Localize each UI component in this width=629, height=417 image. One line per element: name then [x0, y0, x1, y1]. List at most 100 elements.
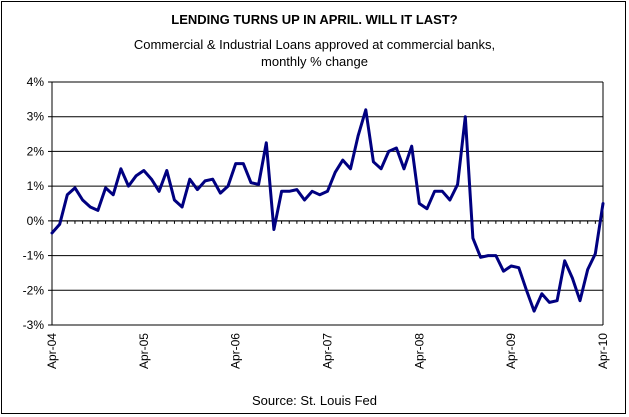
data-point	[96, 209, 100, 212]
data-point	[50, 231, 54, 235]
data-point	[265, 141, 268, 144]
chart-title: LENDING TURNS UP IN APRIL. WILL IT LAST?	[171, 12, 458, 27]
data-point	[165, 169, 168, 172]
data-point	[203, 179, 207, 183]
data-point	[509, 264, 513, 268]
chart-source: Source: St. Louis Fed	[251, 393, 377, 408]
data-point	[310, 190, 314, 193]
data-point	[211, 178, 214, 181]
x-tick-label: Apr-04	[45, 333, 59, 369]
data-point	[280, 190, 283, 193]
data-point	[226, 184, 230, 188]
data-point	[242, 162, 245, 165]
y-tick-label: 3%	[27, 110, 45, 124]
data-point	[112, 193, 115, 197]
data-point	[379, 167, 383, 170]
data-point	[89, 205, 92, 209]
data-point	[433, 190, 436, 193]
data-point	[196, 188, 199, 191]
x-tick-label: Apr-05	[137, 333, 151, 369]
chart-subtitle-line-1: Commercial & Industrial Loans approved a…	[133, 37, 496, 52]
data-point	[173, 198, 176, 202]
data-point	[601, 202, 605, 205]
data-point	[119, 167, 123, 170]
x-tick-label: Apr-06	[229, 333, 243, 369]
data-point	[594, 252, 597, 256]
data-point	[303, 198, 306, 202]
data-point	[540, 292, 543, 295]
y-tick-labels: -3% -2% -1% 0% 1% 2% 3% 4%	[23, 75, 45, 332]
data-point	[502, 269, 505, 273]
data-point	[586, 268, 589, 271]
data-point	[295, 188, 299, 191]
x-tick-label: Apr-09	[504, 333, 518, 369]
data-point	[441, 190, 444, 193]
chart-subtitle-line-2: monthly % change	[261, 54, 368, 69]
data-point	[134, 174, 138, 177]
x-tick-label: Apr-07	[321, 333, 335, 369]
y-tick-label: -1%	[23, 249, 45, 263]
data-point	[532, 309, 536, 313]
data-point	[349, 167, 352, 170]
data-point	[142, 169, 146, 172]
data-point	[364, 108, 367, 111]
series-group	[50, 108, 605, 313]
data-point	[410, 145, 413, 148]
data-point	[578, 299, 582, 302]
y-tick-label: 2%	[27, 144, 45, 158]
data-point	[517, 266, 521, 269]
data-point	[272, 228, 276, 231]
data-point	[494, 254, 498, 257]
data-point	[234, 162, 237, 165]
y-tick-label: 0%	[27, 214, 45, 228]
y-tick-label: -3%	[23, 318, 45, 332]
y-tick-label: 4%	[27, 75, 45, 89]
data-point	[58, 223, 61, 226]
data-point	[571, 276, 574, 280]
data-point	[464, 115, 467, 118]
y-tick-label: 1%	[27, 179, 45, 193]
data-point	[73, 186, 77, 190]
data-point	[326, 190, 329, 193]
y-tick-label: -2%	[23, 283, 45, 297]
data-point	[372, 160, 375, 164]
data-point	[219, 191, 222, 195]
data-point	[395, 146, 398, 150]
data-point	[448, 198, 452, 202]
data-point	[456, 183, 459, 186]
data-point	[66, 193, 69, 197]
data-point	[318, 193, 322, 197]
data-point	[150, 178, 153, 181]
data-point	[555, 299, 559, 302]
data-point	[563, 259, 566, 262]
data-point	[471, 237, 475, 240]
axes	[48, 81, 604, 326]
data-point	[402, 167, 406, 170]
gridlines	[52, 81, 603, 326]
series-line	[50, 108, 605, 313]
data-point	[188, 178, 191, 181]
data-point	[333, 171, 337, 174]
x-tick-label: Apr-10	[596, 333, 610, 369]
data-point	[387, 150, 390, 153]
data-point	[418, 202, 421, 205]
x-tick-labels: Apr-04 Apr-05 Apr-06 Apr-07 Apr-08 Apr-09 Apr-…	[45, 333, 610, 369]
data-point	[487, 254, 490, 257]
data-point	[341, 158, 345, 162]
data-point	[425, 207, 429, 210]
data-point	[104, 186, 107, 190]
data-point	[288, 190, 291, 193]
data-point	[356, 134, 360, 138]
data-point	[525, 289, 528, 292]
data-point	[548, 301, 551, 304]
data-point	[127, 184, 130, 188]
data-point	[180, 205, 184, 209]
data-point	[479, 256, 482, 259]
data-point	[81, 198, 84, 202]
x-tick-label: Apr-08	[412, 333, 426, 369]
data-point	[157, 190, 161, 193]
data-point	[257, 183, 260, 186]
data-point	[249, 181, 253, 184]
